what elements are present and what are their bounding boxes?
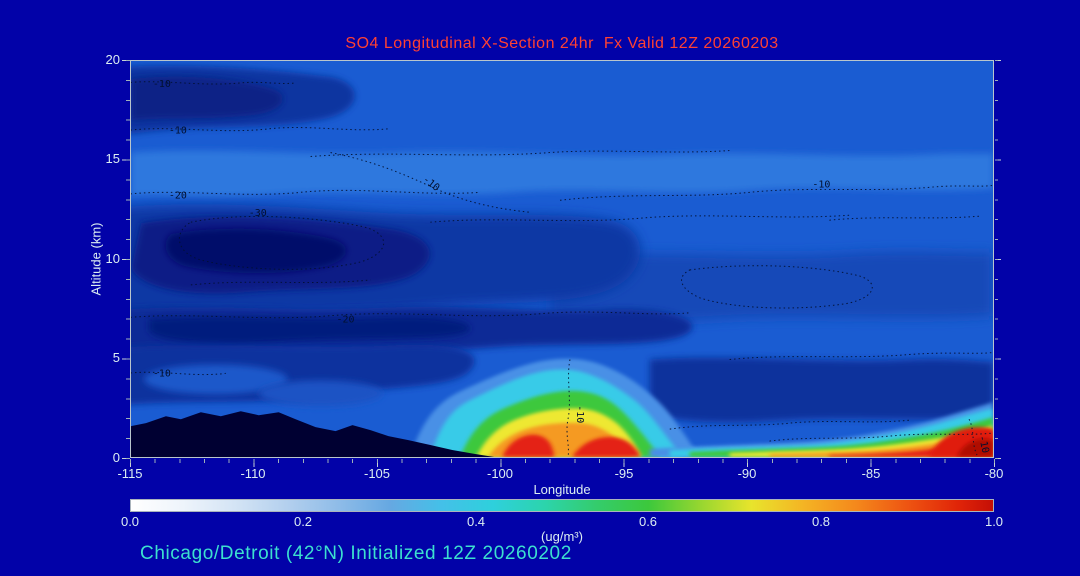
y-tick-label: 0 xyxy=(112,450,120,465)
plot-area: -10 -10 -20 -30 -10 -10 -20 -10 -10 -10 xyxy=(130,60,994,458)
x-tick-label: -115 xyxy=(117,466,143,481)
contour-label: -10 xyxy=(153,368,171,379)
colorbar-tick-label: 1.0 xyxy=(984,514,1004,529)
so4-contour-field: -10 -10 -20 -30 -10 -10 -20 -10 -10 -10 xyxy=(131,61,993,457)
right-axis-minor-ticks xyxy=(995,60,998,459)
colorbar-tick-label: 0.6 xyxy=(638,514,658,529)
dark-right-low-band xyxy=(649,357,993,423)
right-axis-major-ticks xyxy=(995,60,1001,459)
x-tick-label: -90 xyxy=(737,466,757,481)
contour-label: -30 xyxy=(249,208,267,219)
medium-patch xyxy=(143,364,288,395)
y-axis-major-ticks xyxy=(122,60,130,459)
medium-patch xyxy=(258,380,383,407)
x-tick-label: -105 xyxy=(363,466,391,481)
plume-red-west xyxy=(502,434,555,457)
x-tick-label: -85 xyxy=(861,466,881,481)
colorbar-tick-label: 0.8 xyxy=(811,514,831,529)
plot-title: SO4 Longitudinal X-Section 24hr Fx Valid… xyxy=(345,35,779,52)
y-tick-label: 15 xyxy=(105,151,120,166)
dark-region-darkest xyxy=(165,228,347,274)
light-blue-band xyxy=(131,150,993,197)
colorbar xyxy=(130,499,994,512)
mid-right-band xyxy=(550,251,993,322)
initialization-caption: Chicago/Detroit (42°N) Initialized 12Z 2… xyxy=(140,543,572,564)
right-dark-red xyxy=(957,438,993,457)
colorbar-tick-label: 0.2 xyxy=(293,514,313,529)
contour-label: -10 xyxy=(976,434,991,454)
colorbar-tick-label: 0.4 xyxy=(466,514,486,529)
x-axis-minor-ticks xyxy=(130,459,995,463)
y-tick-label: 10 xyxy=(105,251,120,266)
contour-label: -10 xyxy=(812,179,830,190)
y-axis-label: Altitude (km) xyxy=(88,222,104,296)
x-tick-label: -100 xyxy=(486,466,514,481)
dark-top-left-core xyxy=(131,76,283,121)
terrain-silhouette xyxy=(131,411,495,457)
y-tick-label: 5 xyxy=(112,350,120,365)
plume-red-east xyxy=(571,436,640,457)
contour-label: -20 xyxy=(337,315,355,326)
contour-label: -10 xyxy=(153,79,171,90)
x-tick-label: -80 xyxy=(984,466,1004,481)
x-axis-label: Longitude xyxy=(533,482,591,497)
colorbar-tick-label: 0.0 xyxy=(120,514,140,529)
dark-band-low-core xyxy=(148,316,471,344)
contour-label: -10 xyxy=(574,405,585,423)
contour-label: -20 xyxy=(169,190,187,201)
y-tick-label: 20 xyxy=(105,52,120,67)
colorbar-units-label: (ug/m³) xyxy=(541,529,583,544)
x-tick-label: -110 xyxy=(240,466,266,481)
contour-label: -10 xyxy=(169,126,187,137)
x-tick-label: -95 xyxy=(614,466,634,481)
overlay-contour-lines xyxy=(131,81,993,457)
